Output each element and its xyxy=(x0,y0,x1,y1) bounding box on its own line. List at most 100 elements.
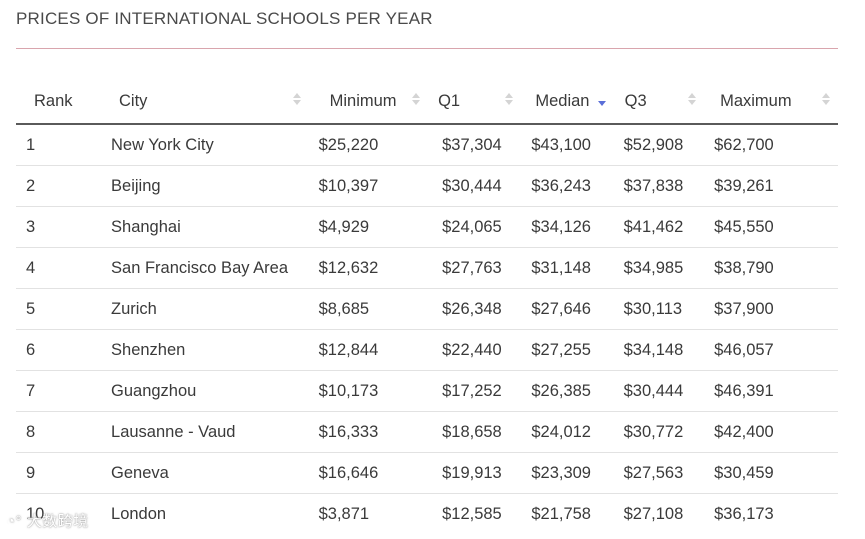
column-header-maximum[interactable]: Maximum xyxy=(704,79,838,125)
cell-q3: $37,838 xyxy=(613,165,705,207)
cell-city: Guangzhou xyxy=(94,370,309,412)
sort-icon[interactable] xyxy=(688,93,697,107)
cell-median: $36,243 xyxy=(521,165,614,207)
cell-city: New York City xyxy=(94,124,309,166)
cell-minimum: $4,929 xyxy=(308,206,429,248)
table-row: 7 Guangzhou $10,173 $17,252 $26,385 $30,444 $4… xyxy=(16,370,838,412)
cell-city: London xyxy=(111,504,167,523)
cell-median: $27,646 xyxy=(521,288,614,330)
cell-q1: $22,440 xyxy=(428,329,522,371)
cell-median: $43,100 xyxy=(521,124,614,166)
table-row: 5 Zurich $8,685 $26,348 $27,646 $30,113 $37,90… xyxy=(16,288,838,330)
cell-city: Geneva xyxy=(94,452,309,494)
prices-table: Rank City Minimum Q1 Median Q3 Maximum 1… xyxy=(16,79,838,534)
cell-minimum: $3,871 xyxy=(318,504,370,523)
cell-q3: $30,113 xyxy=(613,288,705,330)
cell-city: Zurich xyxy=(94,288,309,330)
cell-median: $34,126 xyxy=(521,206,614,248)
cell-minimum: $25,220 xyxy=(308,124,429,166)
cell-minimum: $12,844 xyxy=(308,329,429,371)
cell-minimum: $16,646 xyxy=(308,452,429,494)
table-header-row: Rank City Minimum Q1 Median Q3 Maximum xyxy=(16,79,838,125)
cell-q1: $30,444 xyxy=(428,165,522,207)
column-header-q3[interactable]: Q3 xyxy=(613,79,705,125)
cell-maximum: $30,459 xyxy=(704,452,838,494)
title-divider xyxy=(16,48,838,49)
sort-icon[interactable] xyxy=(822,93,830,107)
cell-q3: $30,444 xyxy=(613,370,705,412)
sort-icon[interactable] xyxy=(412,93,421,107)
table-row: 4 San Francisco Bay Area $12,632 $27,763 $31… xyxy=(16,247,838,289)
cell-q3: $41,462 xyxy=(613,206,705,248)
cell-median: $24,012 xyxy=(521,411,614,453)
cell-median: $27,255 xyxy=(521,329,614,371)
cell-rank: 10 xyxy=(26,504,45,523)
cell-q3: $27,563 xyxy=(613,452,705,494)
cell-minimum: $12,632 xyxy=(308,247,429,289)
cell-median: $26,385 xyxy=(521,370,614,412)
cell-rank: 9 xyxy=(16,452,95,494)
table-row: 8 Lausanne - Vaud $16,333 $18,658 $24,012 $30… xyxy=(16,411,838,453)
cell-maximum: $62,700 xyxy=(704,124,838,166)
cell-rank: 8 xyxy=(16,411,95,453)
cell-city: Lausanne - Vaud xyxy=(94,411,309,453)
table-row: 6 Shenzhen $12,844 $22,440 $27,255 $34,148 $46… xyxy=(16,329,838,371)
cell-minimum: $16,333 xyxy=(308,411,429,453)
table-row: 10 London $3,871 $12,585 $21,758 $27,108 $36,1… xyxy=(16,494,838,535)
cell-rank: 5 xyxy=(16,288,95,330)
cell-q1: $24,065 xyxy=(428,206,522,248)
watermark-logo: ◔° 大数跨境 xyxy=(6,510,89,531)
cell-q1: $12,585 xyxy=(442,504,502,523)
cell-maximum: $39,261 xyxy=(704,165,838,207)
cell-city: San Francisco Bay Area xyxy=(94,247,309,289)
sort-icon[interactable] xyxy=(292,93,301,107)
cell-maximum: $38,790 xyxy=(704,247,838,289)
column-header-city[interactable]: City xyxy=(94,79,309,125)
table-row: 1 New York City $25,220 $37,304 $43,100 $52,9… xyxy=(16,124,838,166)
cell-city: Beijing xyxy=(94,165,309,207)
column-header-rank: Rank xyxy=(16,79,95,125)
cell-q1: $37,304 xyxy=(428,124,522,166)
cell-q1: $27,763 xyxy=(428,247,522,289)
sort-descending-icon[interactable] xyxy=(597,93,606,107)
cell-q3: $30,772 xyxy=(613,411,705,453)
cell-city: Shanghai xyxy=(94,206,309,248)
column-header-q1[interactable]: Q1 xyxy=(428,79,522,125)
cell-city: Shenzhen xyxy=(94,329,309,371)
watermark-icon: ◔° xyxy=(6,513,23,530)
watermark-text: 大数跨境 xyxy=(26,513,89,530)
table-row: 3 Shanghai $4,929 $24,065 $34,126 $41,462 $45,… xyxy=(16,206,838,248)
cell-maximum: $45,550 xyxy=(704,206,838,248)
cell-maximum: $36,173 xyxy=(714,504,774,523)
cell-minimum: $8,685 xyxy=(308,288,429,330)
cell-q1: $26,348 xyxy=(428,288,522,330)
cell-minimum: $10,173 xyxy=(308,370,429,412)
table-row: 2 Beijing $10,397 $30,444 $36,243 $37,838 $39,… xyxy=(16,165,838,207)
cell-q3: $34,985 xyxy=(613,247,705,289)
cell-q1: $19,913 xyxy=(428,452,522,494)
cell-median: $23,309 xyxy=(521,452,614,494)
cell-rank: 6 xyxy=(16,329,95,371)
column-header-median[interactable]: Median xyxy=(521,79,614,125)
cell-q1: $18,658 xyxy=(428,411,522,453)
cell-maximum: $46,391 xyxy=(704,370,838,412)
cell-median: $21,758 xyxy=(531,504,591,523)
cell-rank: 4 xyxy=(16,247,95,289)
cell-q1: $17,252 xyxy=(428,370,522,412)
column-header-minimum[interactable]: Minimum xyxy=(308,79,429,125)
cell-minimum: $10,397 xyxy=(308,165,429,207)
cell-q3: $52,908 xyxy=(613,124,705,166)
cell-rank: 2 xyxy=(16,165,95,207)
cell-q3: $34,148 xyxy=(613,329,705,371)
cell-maximum: $42,400 xyxy=(704,411,838,453)
sort-icon[interactable] xyxy=(505,93,514,107)
cell-q3: $27,108 xyxy=(623,504,684,523)
cell-median: $31,148 xyxy=(521,247,614,289)
cell-rank: 1 xyxy=(16,124,95,166)
cell-rank: 7 xyxy=(16,370,95,412)
cell-rank: 3 xyxy=(16,206,95,248)
cell-maximum: $46,057 xyxy=(704,329,838,371)
cell-maximum: $37,900 xyxy=(704,288,838,330)
table-title: PRICES OF INTERNATIONAL SCHOOLS PER YEAR xyxy=(16,9,433,28)
